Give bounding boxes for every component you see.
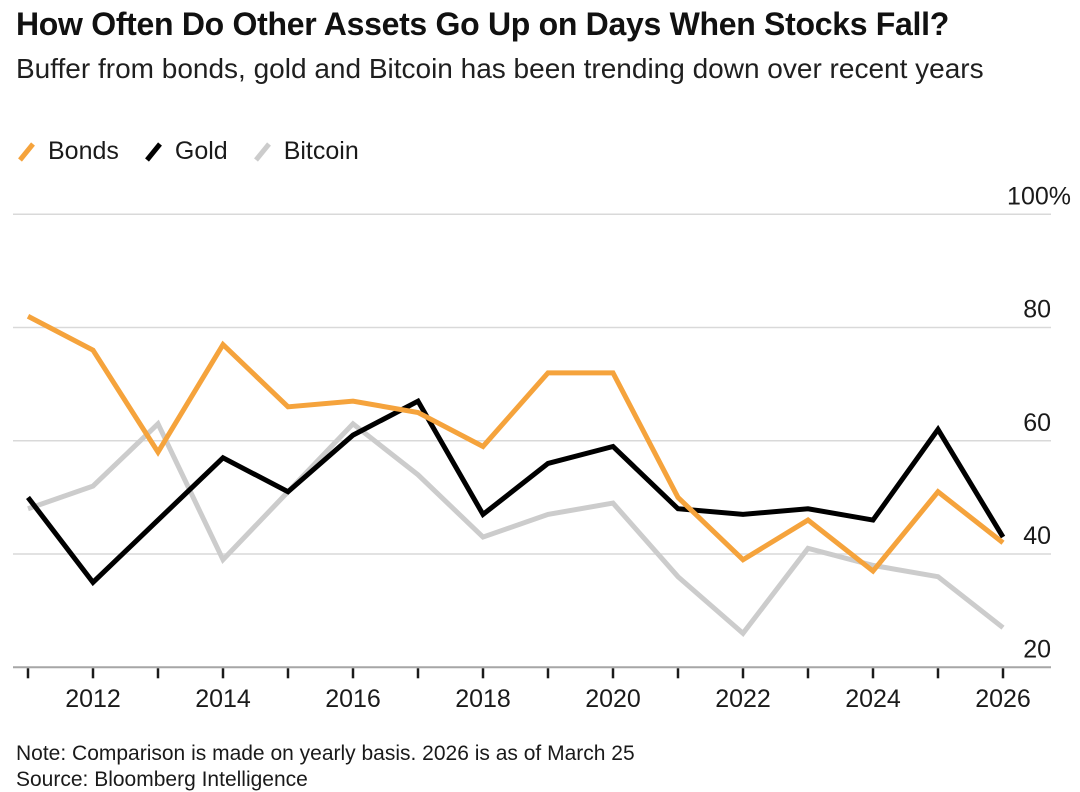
legend-item-bonds: Bonds	[16, 137, 119, 166]
x-tick-label: 2024	[845, 685, 901, 713]
y-tick-label: 60	[1023, 409, 1051, 437]
x-tick-label: 2026	[975, 685, 1031, 713]
gold-slash-icon	[144, 141, 162, 162]
x-tick-label: 2020	[585, 685, 641, 713]
x-tick-label: 2018	[455, 685, 511, 713]
x-tick-label: 2016	[325, 685, 381, 713]
line-chart: 100% 80 60 40 20 2012 2014 2016 2018 2020 2022 2024…	[0, 180, 1080, 740]
legend-item-gold: Gold	[143, 137, 228, 166]
series-line-bonds	[26, 314, 1005, 575]
x-tick-label: 2022	[715, 685, 771, 713]
series-line-bitcoin	[27, 419, 1005, 637]
page-title: How Often Do Other Assets Go Up on Days …	[16, 6, 949, 42]
legend-label-gold: Gold	[174, 137, 228, 165]
x-tick-label: 2014	[195, 685, 251, 713]
bitcoin-slash-icon	[253, 141, 271, 162]
series-line-gold	[26, 397, 1006, 587]
chart-note: Note: Comparison is made on yearly basis…	[16, 742, 635, 765]
y-tick-label: 20	[1023, 635, 1051, 663]
bonds-slash-icon	[18, 141, 35, 162]
chart-subtitle: Buffer from bonds, gold and Bitcoin has …	[16, 53, 984, 84]
legend-item-bitcoin: Bitcoin	[252, 137, 359, 166]
chart-source: Source: Bloomberg Intelligence	[16, 768, 308, 791]
y-tick-label: 80	[1023, 296, 1051, 324]
chart-legend: Bonds Gold Bitcoin	[16, 137, 359, 166]
legend-label-bonds: Bonds	[48, 137, 119, 165]
legend-label-bitcoin: Bitcoin	[283, 137, 359, 165]
y-tick-label: 100%	[1007, 182, 1071, 210]
y-tick-label: 40	[1023, 522, 1051, 550]
x-tick-label: 2012	[65, 685, 121, 713]
chart-svg: 100% 80 60 40 20 2012 2014 2016 2018 2020 2022 2024…	[13, 182, 1071, 713]
